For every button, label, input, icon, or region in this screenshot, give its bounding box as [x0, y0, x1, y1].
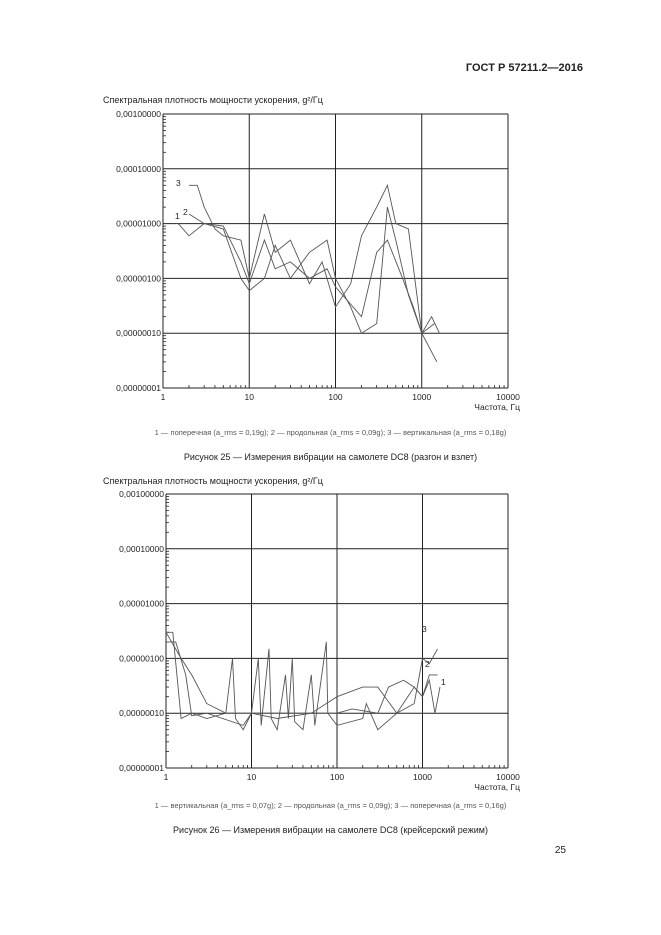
- x-tick-label: 1: [164, 772, 169, 782]
- y-tick-label: 0,00000100: [119, 653, 164, 663]
- chart1-series-3: [189, 183, 438, 363]
- y-tick-label: 0,00001000: [119, 599, 164, 609]
- x-tick-label: 1000: [412, 392, 431, 402]
- series-label: 2: [425, 659, 430, 669]
- chart2-title: Спектральная плотность мощности ускорени…: [103, 476, 323, 486]
- x-tick-label: 10: [245, 392, 255, 402]
- y-tick-label: 0,00100000: [119, 489, 164, 499]
- series-label: 3: [422, 624, 427, 634]
- y-tick-label: 0,00000010: [116, 328, 161, 338]
- x-tick-label: 100: [328, 392, 342, 402]
- y-tick-label: 0,00000100: [116, 273, 161, 283]
- chart1-legend: 1 — поперечная (a_rms = 0,19g); 2 — прод…: [154, 428, 507, 437]
- standard-header: ГОСТ Р 57211.2—2016: [465, 62, 583, 74]
- series-label: 1: [441, 677, 446, 687]
- chart2-series-2: [166, 641, 438, 726]
- x-tick-label: 1000: [413, 772, 432, 782]
- y-tick-label: 0,00010000: [119, 544, 164, 554]
- series-label: 2: [183, 207, 188, 217]
- page-number: 25: [554, 845, 566, 856]
- figure25-caption: Рисунок 25 — Измерения вибрации на самол…: [183, 452, 478, 462]
- y-tick-label: 0,00000010: [119, 708, 164, 718]
- chart2-series-1: [166, 631, 441, 732]
- x-axis-label: Частота, Гц: [474, 782, 520, 792]
- x-tick-label: 100: [330, 772, 344, 782]
- x-tick-label: 1: [161, 392, 166, 402]
- chart1-title: Спектральная плотность мощности ускорени…: [103, 95, 323, 105]
- y-tick-label: 0,00010000: [116, 164, 161, 174]
- chart2-series-3: [165, 632, 438, 714]
- y-tick-label: 0,00000001: [119, 763, 164, 773]
- figure26-caption: Рисунок 26 — Измерения вибрации на самол…: [173, 825, 488, 835]
- y-tick-label: 0,00100000: [116, 109, 161, 119]
- x-axis-label: Частота, Гц: [474, 402, 520, 412]
- chart1-series-1: [177, 206, 440, 335]
- chart1-series-2: [188, 213, 435, 334]
- series-label: 3: [176, 178, 181, 188]
- x-tick-label: 10: [247, 772, 257, 782]
- x-tick-label: 10000: [496, 772, 520, 782]
- chart2-legend: 1 — вертикальная (a_rms = 0,07g); 2 — пр…: [154, 801, 507, 810]
- series-label: 1: [175, 211, 180, 221]
- y-tick-label: 0,00000001: [116, 383, 161, 393]
- y-tick-label: 0,00001000: [116, 219, 161, 229]
- x-tick-label: 10000: [496, 392, 520, 402]
